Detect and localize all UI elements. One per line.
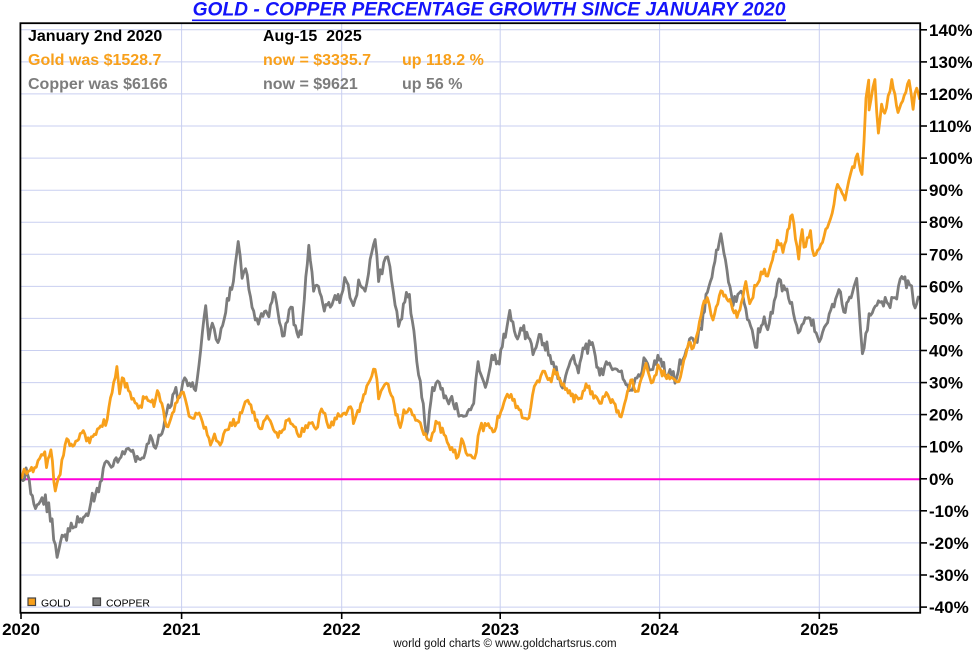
svg-text:120%: 120%	[929, 85, 972, 104]
svg-text:2023: 2023	[481, 620, 519, 639]
svg-text:130%: 130%	[929, 53, 972, 72]
svg-text:90%: 90%	[929, 181, 963, 200]
svg-text:2025: 2025	[800, 620, 838, 639]
svg-text:-20%: -20%	[929, 534, 969, 553]
svg-text:Gold was $1528.7: Gold was $1528.7	[28, 52, 162, 69]
svg-text:60%: 60%	[929, 277, 963, 296]
svg-text:now = $3335.7: now = $3335.7	[263, 52, 371, 69]
svg-text:GOLD - COPPER PERCENTAGE GROWT: GOLD - COPPER PERCENTAGE GROWTH SINCE JA…	[193, 0, 786, 21]
svg-text:140%: 140%	[929, 21, 972, 40]
svg-text:80%: 80%	[929, 213, 963, 232]
svg-text:January 2nd 2020: January 2nd 2020	[28, 28, 162, 45]
svg-text:-40%: -40%	[929, 598, 969, 617]
svg-text:10%: 10%	[929, 438, 963, 457]
svg-text:30%: 30%	[929, 374, 963, 393]
svg-text:Aug-15 2025: Aug-15 2025	[263, 28, 362, 45]
svg-text:GOLD: GOLD	[41, 599, 70, 610]
svg-text:2024: 2024	[641, 620, 679, 639]
svg-text:70%: 70%	[929, 245, 963, 264]
svg-text:2020: 2020	[2, 620, 40, 639]
svg-text:20%: 20%	[929, 406, 963, 425]
svg-text:40%: 40%	[929, 342, 963, 361]
svg-text:now = $9621: now = $9621	[263, 76, 358, 93]
svg-text:2021: 2021	[163, 620, 201, 639]
svg-text:Copper was $6166: Copper was $6166	[28, 76, 168, 93]
svg-text:-10%: -10%	[929, 502, 969, 521]
svg-text:COPPER: COPPER	[106, 599, 150, 610]
svg-text:2022: 2022	[323, 620, 361, 639]
svg-text:100%: 100%	[929, 149, 972, 168]
svg-text:-30%: -30%	[929, 566, 969, 585]
svg-text:50%: 50%	[929, 309, 963, 328]
svg-text:world gold charts © www.goldch: world gold charts © www.goldchartsrus.co…	[392, 638, 616, 650]
svg-text:up 56 %: up 56 %	[402, 76, 462, 93]
svg-text:0%: 0%	[929, 470, 954, 489]
svg-text:110%: 110%	[929, 117, 972, 136]
svg-text:up 118.2 %: up 118.2 %	[402, 52, 484, 69]
